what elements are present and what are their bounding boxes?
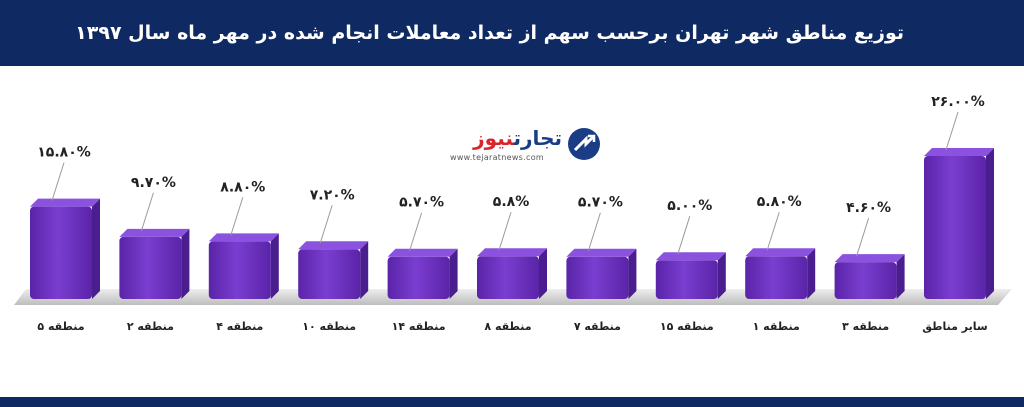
category-label: منطقه ۱۴	[392, 320, 446, 333]
leader-line	[230, 197, 244, 236]
leader-line	[498, 212, 512, 251]
data-label: ۵.۷۰%	[399, 195, 444, 211]
chart-title: توزیع مناطق شهر تهران برحسب سهم از تعداد…	[75, 22, 904, 44]
leader-line	[140, 192, 154, 232]
data-label-box	[745, 189, 812, 212]
leader-line	[945, 111, 959, 151]
category-label: منطقه ۱۵	[660, 320, 714, 333]
data-label-box	[119, 169, 186, 192]
leader-line	[319, 205, 333, 244]
data-label: ۲۶.۰۰%	[931, 94, 985, 110]
leader-line	[677, 216, 691, 255]
data-label: ۷.۲۰%	[310, 187, 355, 203]
bar	[387, 248, 458, 299]
bar	[208, 233, 279, 299]
logo-url: www.tejaratnews.com	[450, 153, 544, 162]
category-label: سایر مناطق	[922, 320, 987, 333]
data-label-box	[208, 174, 275, 197]
category-label: منطقه ۱	[753, 320, 800, 333]
category-label: منطقه ۳	[842, 320, 889, 333]
bar	[745, 248, 816, 299]
chart-header: توزیع مناطق شهر تهران برحسب سهم از تعداد…	[0, 0, 1024, 66]
data-label: ۴.۶۰%	[846, 200, 891, 216]
bar	[298, 241, 369, 299]
leader-line	[856, 218, 870, 257]
publisher-logo: تجارتنیوز www.tejaratnews.com	[444, 124, 604, 168]
category-label: منطقه ۷	[574, 320, 621, 333]
bar	[30, 198, 100, 299]
data-label-box	[924, 89, 990, 111]
bar	[477, 248, 547, 299]
data-label-box	[834, 195, 901, 218]
data-label-box	[387, 189, 454, 212]
category-label: منطقه ۴	[216, 320, 263, 333]
logo-name-part1: تجارت	[513, 126, 562, 150]
data-label-box	[566, 189, 633, 212]
category-label: منطقه ۵	[37, 320, 84, 333]
leader-line	[587, 212, 601, 251]
bar	[924, 148, 994, 299]
bar	[834, 254, 905, 299]
data-label: ۵.۸۰%	[757, 194, 802, 210]
logo-mark-icon	[568, 128, 600, 160]
bar	[566, 248, 637, 299]
data-label: ۵.۰۰%	[667, 198, 712, 214]
bar	[655, 252, 726, 299]
leader-line	[766, 212, 780, 251]
logo-name-part2: نیوز	[473, 126, 514, 150]
data-label: ۵.۷۰%	[578, 195, 623, 211]
leader-line	[409, 212, 423, 251]
bar	[119, 228, 190, 299]
chart-footer	[0, 397, 1024, 407]
bar-chart: ۱۵.۸۰% ۹.۷۰% ۸.۸۰% ۷.۲۰% ۵.۷۰% ۵.۸% ۵.۷۰% ۵.۰۰%…	[14, 89, 1012, 333]
category-label: منطقه ۱۰	[302, 320, 356, 333]
category-label: منطقه ۲	[127, 320, 174, 333]
data-label: ۵.۸%	[493, 194, 529, 210]
data-label-box	[655, 193, 722, 216]
leader-line	[51, 162, 65, 201]
category-label: منطقه ۸	[484, 320, 531, 333]
data-label: ۹.۷۰%	[131, 175, 176, 191]
data-label-box	[477, 189, 543, 212]
data-label-box	[298, 182, 365, 205]
data-label-box	[30, 139, 96, 162]
data-label: ۱۵.۸۰%	[37, 145, 91, 161]
data-label: ۸.۸۰%	[220, 179, 265, 195]
